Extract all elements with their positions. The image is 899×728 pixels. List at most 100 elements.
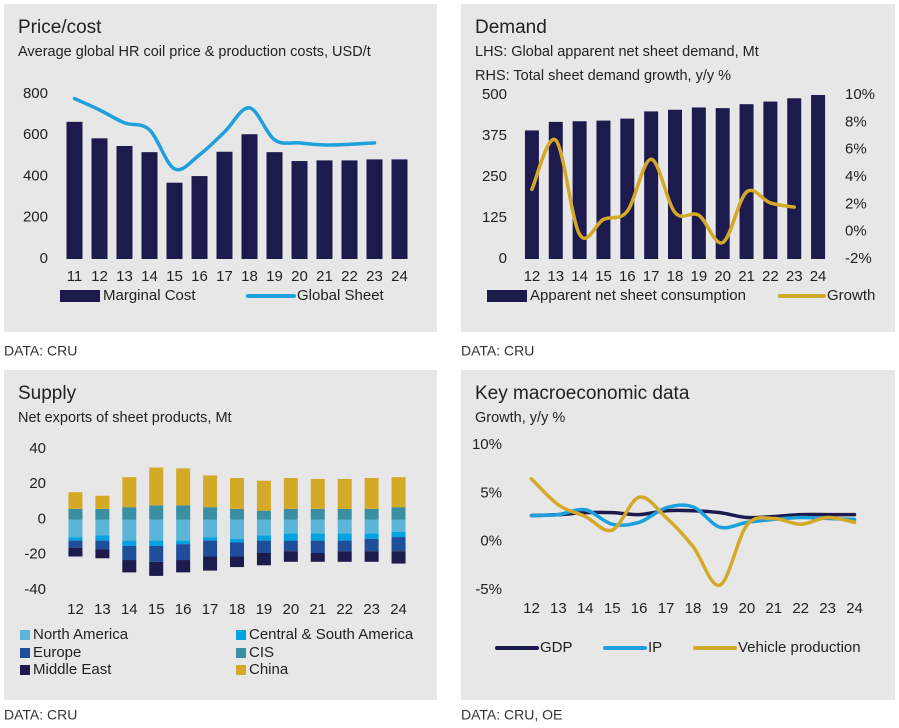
bar-segment	[337, 519, 352, 534]
bar-segment	[391, 477, 406, 508]
x-tick-label: 13	[94, 601, 111, 618]
subtitle: Net exports of sheet products, Mt	[18, 410, 232, 426]
bar	[668, 109, 682, 259]
legend-label: Middle East	[33, 661, 112, 678]
legend-swatch	[20, 665, 30, 675]
x-tick-label: 21	[738, 268, 755, 285]
bar-segment	[203, 519, 218, 538]
bar	[596, 120, 611, 259]
bar-segment	[391, 519, 406, 532]
x-tick-label: 16	[619, 268, 636, 285]
bar-segment	[391, 507, 406, 520]
y-tick-label: 10%	[472, 436, 502, 453]
x-tick-label: 14	[121, 601, 138, 618]
bar-segment	[68, 547, 83, 557]
bar-segment	[176, 505, 191, 520]
bar-segment	[149, 505, 164, 520]
legend-swatch	[236, 630, 246, 640]
legend-label: North America	[33, 626, 129, 643]
bar-segment	[230, 556, 244, 568]
line	[530, 137, 796, 245]
bar-segment	[364, 519, 379, 534]
y-tick-label: 800	[23, 85, 48, 102]
chart-title: Supply	[18, 383, 77, 404]
chart-title: Key macroeconomic data	[475, 383, 690, 404]
x-tick-label: 11	[67, 268, 83, 285]
bar-segment	[122, 540, 137, 546]
x-tick-label: 18	[685, 600, 702, 617]
bar-segment	[149, 467, 164, 506]
subtitle: Average global HR coil price & productio…	[18, 44, 371, 60]
legend-label: IP	[648, 639, 662, 656]
x-tick-label: 14	[141, 268, 158, 285]
y-tick-label: 400	[23, 167, 48, 184]
bar-segment	[203, 556, 218, 571]
bar-segment	[95, 549, 110, 559]
bar-segment	[310, 552, 325, 562]
source: DATA: CRU	[4, 343, 77, 359]
x-tick-label: 15	[166, 268, 183, 285]
x-tick-label: 18	[241, 268, 258, 285]
bar-segment	[283, 551, 298, 562]
y-tick-label: -40	[24, 581, 46, 598]
x-tick-label: 12	[524, 268, 541, 285]
bar-segment	[364, 508, 379, 520]
bar-segment	[122, 545, 137, 561]
bar-segment	[283, 508, 298, 520]
y-tick-label: 5%	[480, 484, 502, 501]
bar	[811, 95, 826, 259]
bar-segment	[364, 538, 379, 552]
legend-swatch	[487, 290, 527, 302]
x-tick-label: 23	[819, 600, 836, 617]
bar	[691, 107, 706, 260]
x-tick-label: 15	[595, 268, 612, 285]
bar	[366, 159, 383, 259]
y2-tick-label: 4%	[845, 168, 867, 185]
bar	[66, 121, 83, 259]
bar	[191, 176, 208, 259]
subtitle: Growth, y/y %	[475, 410, 565, 426]
bar-segment	[337, 478, 352, 509]
x-tick-label: 20	[283, 601, 300, 618]
x-tick-label: 24	[846, 600, 863, 617]
bar-segment	[203, 537, 218, 541]
bar	[763, 101, 778, 259]
bar-segment	[310, 540, 325, 553]
bar	[166, 182, 183, 259]
bar-segment	[68, 540, 83, 548]
bar-segment	[256, 510, 271, 520]
bar-segment	[310, 519, 325, 534]
bar-segment	[68, 537, 83, 541]
bar-segment	[337, 551, 352, 562]
legend-label: GDP	[540, 639, 573, 656]
x-tick-label: 15	[604, 600, 621, 617]
bar-segment	[256, 519, 271, 536]
bar-segment	[122, 519, 137, 541]
bar-segment	[95, 519, 110, 536]
bar-segment	[230, 478, 244, 509]
bar-segment	[391, 551, 406, 564]
x-tick-label: 22	[341, 268, 358, 285]
bar-segment	[176, 540, 191, 545]
bar	[548, 121, 563, 260]
legend-swatch	[236, 665, 246, 675]
bar	[91, 138, 108, 259]
y2-tick-label: 0%	[845, 223, 867, 240]
bar-segment	[149, 540, 164, 546]
bar-segment	[176, 544, 191, 561]
bar-segment	[256, 552, 271, 566]
panel	[461, 370, 895, 700]
x-tick-label: 14	[571, 268, 588, 285]
x-tick-label: 12	[67, 601, 84, 618]
bar	[216, 151, 233, 259]
x-tick-label: 19	[266, 268, 283, 285]
bar-segment	[391, 537, 406, 552]
x-tick-label: 16	[175, 601, 192, 618]
x-tick-label: 20	[739, 600, 756, 617]
bar-segment	[68, 492, 83, 509]
x-tick-label: 19	[691, 268, 708, 285]
bar-segment	[203, 475, 218, 508]
x-tick-label: 17	[202, 601, 219, 618]
bar-segment	[230, 519, 244, 539]
